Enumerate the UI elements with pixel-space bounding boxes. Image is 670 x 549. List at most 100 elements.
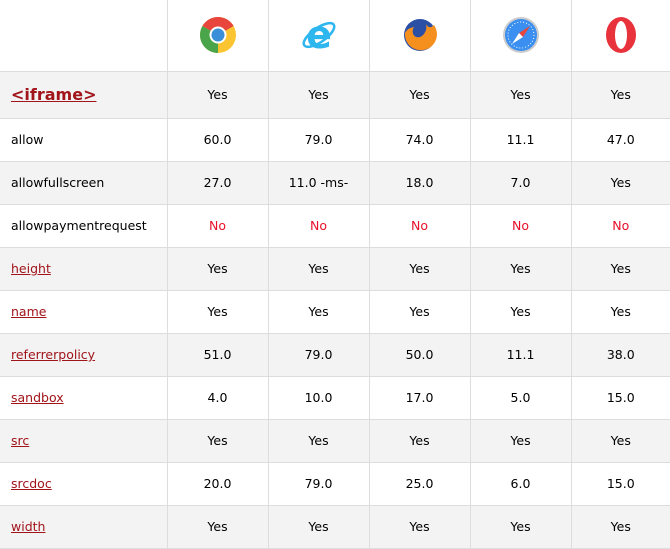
safari-icon	[502, 17, 539, 54]
support-value-chrome: Yes	[166, 504, 269, 549]
attribute-cell: referrerpolicy	[0, 332, 168, 377]
support-value-safari: 7.0	[469, 160, 572, 205]
svg-text:e: e	[306, 15, 332, 55]
opera-icon	[605, 17, 636, 54]
attribute-link[interactable]: width	[11, 519, 46, 534]
header-chrome	[166, 0, 269, 72]
attribute-cell: srcdoc	[0, 461, 168, 506]
attribute-cell: src	[0, 418, 168, 463]
support-value-chrome: Yes	[166, 289, 269, 334]
table-row: name Yes Yes Yes Yes Yes	[0, 289, 670, 334]
table-row: allowfullscreen 27.0 11.0 -ms- 18.0 7.0 Yes	[0, 160, 670, 205]
support-value-chrome: 27.0	[166, 160, 269, 205]
table-row: referrerpolicy 51.0 79.0 50.0 11.1 38.0	[0, 332, 670, 377]
table-row: src Yes Yes Yes Yes Yes	[0, 418, 670, 463]
attribute-cell: width	[0, 504, 168, 549]
header-opera	[570, 0, 670, 72]
attribute-cell: allowpaymentrequest	[0, 203, 168, 248]
support-value-firefox: 18.0	[368, 160, 471, 205]
support-value-chrome: 60.0	[166, 117, 269, 162]
table-row: allow 60.0 79.0 74.0 11.1 47.0	[0, 117, 670, 162]
support-value-chrome: 51.0	[166, 332, 269, 377]
header-empty-cell	[0, 0, 168, 72]
support-value-opera: 38.0	[570, 332, 670, 377]
support-value-chrome: 4.0	[166, 375, 269, 420]
support-value-safari: 5.0	[469, 375, 572, 420]
support-value-edge-ie: Yes	[267, 246, 370, 291]
header-safari	[469, 0, 572, 72]
support-value-firefox: No	[368, 203, 471, 248]
support-value-safari: Yes	[469, 70, 572, 119]
table-row: <iframe> Yes Yes Yes Yes Yes	[0, 70, 670, 119]
table-row: srcdoc 20.0 79.0 25.0 6.0 15.0	[0, 461, 670, 506]
support-value-firefox: 17.0	[368, 375, 471, 420]
support-value-edge-ie: Yes	[267, 289, 370, 334]
support-value-chrome: No	[166, 203, 269, 248]
support-value-safari: 11.1	[469, 332, 572, 377]
support-value-firefox: 50.0	[368, 332, 471, 377]
attribute-link[interactable]: referrerpolicy	[11, 347, 96, 362]
attribute-link[interactable]: src	[11, 433, 30, 448]
support-value-chrome: 20.0	[166, 461, 269, 506]
attribute-link[interactable]: <iframe>	[11, 85, 97, 104]
support-value-opera: Yes	[570, 160, 670, 205]
support-value-safari: 6.0	[469, 461, 572, 506]
support-value-safari: Yes	[469, 246, 572, 291]
support-value-firefox: Yes	[368, 246, 471, 291]
attribute-cell: height	[0, 246, 168, 291]
header-firefox	[368, 0, 471, 72]
support-value-firefox: Yes	[368, 70, 471, 119]
support-value-opera: 15.0	[570, 375, 670, 420]
support-value-opera: Yes	[570, 289, 670, 334]
support-value-chrome: Yes	[166, 418, 269, 463]
support-value-firefox: Yes	[368, 418, 471, 463]
attribute-cell: allow	[0, 117, 168, 162]
support-value-edge-ie: 79.0	[267, 461, 370, 506]
table-row: sandbox 4.0 10.0 17.0 5.0 15.0	[0, 375, 670, 420]
attribute-link[interactable]: srcdoc	[11, 476, 52, 491]
attribute-cell: <iframe>	[0, 70, 168, 119]
support-value-safari: Yes	[469, 418, 572, 463]
support-value-opera: Yes	[570, 246, 670, 291]
header-ie: e	[267, 0, 370, 72]
table-row: allowpaymentrequest No No No No No	[0, 203, 670, 248]
support-value-edge-ie: 79.0	[267, 117, 370, 162]
support-value-safari: Yes	[469, 289, 572, 334]
table-row: width Yes Yes Yes Yes Yes	[0, 504, 670, 549]
support-value-edge-ie: 11.0 -ms-	[267, 160, 370, 205]
support-value-firefox: 74.0	[368, 117, 471, 162]
support-value-firefox: Yes	[368, 504, 471, 549]
support-value-edge-ie: Yes	[267, 418, 370, 463]
support-value-safari: Yes	[469, 504, 572, 549]
table-row: height Yes Yes Yes Yes Yes	[0, 246, 670, 291]
attribute-cell: sandbox	[0, 375, 168, 420]
support-value-firefox: Yes	[368, 289, 471, 334]
browser-header-row: e	[0, 0, 670, 72]
support-value-opera: 47.0	[570, 117, 670, 162]
support-value-safari: No	[469, 203, 572, 248]
support-value-edge-ie: Yes	[267, 70, 370, 119]
support-value-opera: 15.0	[570, 461, 670, 506]
support-value-chrome: Yes	[166, 246, 269, 291]
attribute-label: allow	[11, 132, 44, 147]
support-value-edge-ie: 10.0	[267, 375, 370, 420]
support-value-edge-ie: No	[267, 203, 370, 248]
support-value-edge-ie: Yes	[267, 504, 370, 549]
firefox-icon	[403, 19, 437, 52]
attribute-label: allowpaymentrequest	[11, 218, 147, 233]
support-value-edge-ie: 79.0	[267, 332, 370, 377]
attribute-link[interactable]: sandbox	[11, 390, 64, 405]
attribute-label: allowfullscreen	[11, 175, 105, 190]
support-value-opera: No	[570, 203, 670, 248]
support-value-safari: 11.1	[469, 117, 572, 162]
attribute-cell: name	[0, 289, 168, 334]
support-value-opera: Yes	[570, 504, 670, 549]
support-value-opera: Yes	[570, 70, 670, 119]
attribute-link[interactable]: height	[11, 261, 51, 276]
support-value-firefox: 25.0	[368, 461, 471, 506]
support-value-opera: Yes	[570, 418, 670, 463]
attribute-link[interactable]: name	[11, 304, 47, 319]
attribute-cell: allowfullscreen	[0, 160, 168, 205]
internet-explorer-icon: e	[301, 15, 336, 55]
